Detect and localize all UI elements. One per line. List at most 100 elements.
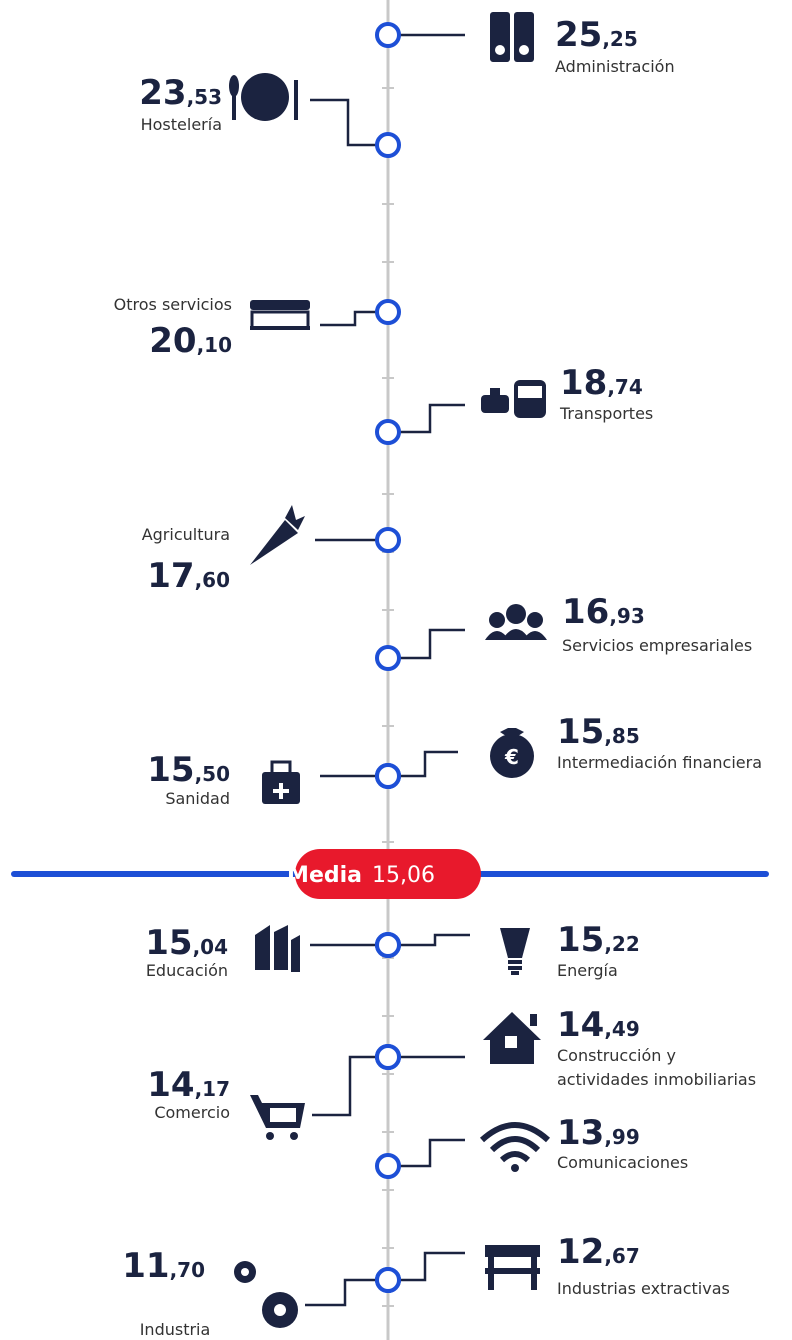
value-int: 23 (139, 73, 186, 113)
icon (255, 925, 300, 972)
label: actividades inmobiliarias (557, 1070, 756, 1089)
label: Construcción y (557, 1046, 676, 1065)
items: 25,25 Administración 23,53 Hostelería 20,10 O… (114, 12, 762, 1339)
label: Intermediación financiera (557, 753, 762, 772)
icon-shape (255, 925, 300, 972)
icon-shape: € (504, 745, 519, 769)
icon-shape (500, 728, 524, 740)
label: Otros servicios (114, 295, 232, 314)
node (375, 299, 401, 325)
value-int: 16 (562, 592, 609, 632)
value-dec: ,74 (607, 375, 642, 399)
icon-shape (489, 612, 505, 628)
connector (310, 98, 388, 147)
value-dec: ,67 (604, 1244, 639, 1268)
value-dec: ,49 (604, 1017, 639, 1041)
icon-shape (285, 505, 305, 530)
connector (388, 1138, 465, 1168)
node (375, 932, 401, 958)
label: Energía (557, 961, 618, 980)
icon-shape (508, 960, 522, 964)
value-int: 25 (555, 15, 602, 55)
value-int: 14 (147, 1065, 194, 1105)
value-dec: ,85 (604, 724, 639, 748)
icon-shape (250, 326, 310, 330)
value: 11,70 (122, 1246, 205, 1286)
value: 13,99 (557, 1113, 640, 1153)
mean-value: 15,06 (372, 863, 435, 888)
value: 14,49 (557, 1005, 640, 1045)
value-dec: ,70 (170, 1258, 205, 1282)
value-int: 20 (149, 321, 196, 361)
connector (312, 1055, 388, 1117)
icon (262, 760, 300, 804)
node (375, 1267, 401, 1293)
value-int: 15 (147, 750, 194, 790)
icon-shape (508, 966, 522, 970)
label: Agricultura (142, 525, 230, 544)
value-dec: ,25 (602, 27, 637, 51)
icon (485, 604, 547, 640)
icon (485, 1245, 540, 1290)
value: 15,04 (145, 923, 228, 963)
icon: € (490, 728, 534, 778)
icon-shape (232, 95, 236, 120)
label: Comercio (154, 1103, 230, 1122)
icon-shape (490, 388, 500, 395)
value-int: 11 (122, 1246, 169, 1286)
value-int: 17 (147, 556, 194, 596)
node (375, 527, 401, 553)
value-dec: ,53 (187, 85, 222, 109)
node (375, 763, 401, 789)
connector (388, 1251, 465, 1282)
icon-shape (273, 789, 289, 793)
icon-shape (481, 395, 509, 413)
value-int: 18 (560, 363, 607, 403)
value-dec: ,99 (604, 1125, 639, 1149)
label: Hostelería (141, 115, 222, 134)
icon-shape (519, 45, 529, 55)
icon-shape (499, 1151, 531, 1163)
value: 18,74 (560, 363, 643, 403)
icon-shape (485, 629, 547, 640)
value: 16,93 (562, 592, 645, 632)
mean-label: Media (287, 863, 362, 888)
icon-shape (250, 300, 310, 310)
value-dec: ,10 (197, 333, 232, 357)
icon-shape (485, 1268, 540, 1274)
value-dec: ,50 (195, 762, 230, 786)
label: Transportes (559, 404, 653, 423)
icon (229, 73, 298, 121)
label: Industria (140, 1320, 211, 1339)
icon-shape (530, 1014, 537, 1026)
node (375, 132, 401, 158)
value-int: 14 (557, 1005, 604, 1045)
icon (490, 12, 534, 62)
value-dec: ,93 (609, 604, 644, 628)
icon (500, 928, 530, 975)
connector (388, 403, 465, 434)
connector (388, 628, 465, 660)
label: Sanidad (165, 789, 230, 808)
connector (305, 1278, 388, 1307)
value-int: 15 (557, 712, 604, 752)
icon-shape (274, 1304, 286, 1316)
icon-shape (514, 12, 534, 62)
icon-shape (290, 1132, 298, 1140)
icon-shape (241, 1268, 249, 1276)
icon-shape (229, 75, 239, 97)
icon (481, 380, 546, 418)
icon (250, 505, 305, 565)
value: 15,50 (147, 750, 230, 790)
icon-shape (250, 520, 298, 565)
node (375, 645, 401, 671)
icon-shape (270, 1108, 296, 1122)
value-dec: ,60 (195, 568, 230, 592)
icon-shape (518, 386, 542, 398)
value-int: 15 (145, 923, 192, 963)
icon-shape (250, 310, 310, 330)
value-dec: ,17 (195, 1077, 230, 1101)
icon (234, 1261, 298, 1328)
label: Servicios empresariales (562, 636, 752, 655)
mean-badge (295, 849, 481, 899)
